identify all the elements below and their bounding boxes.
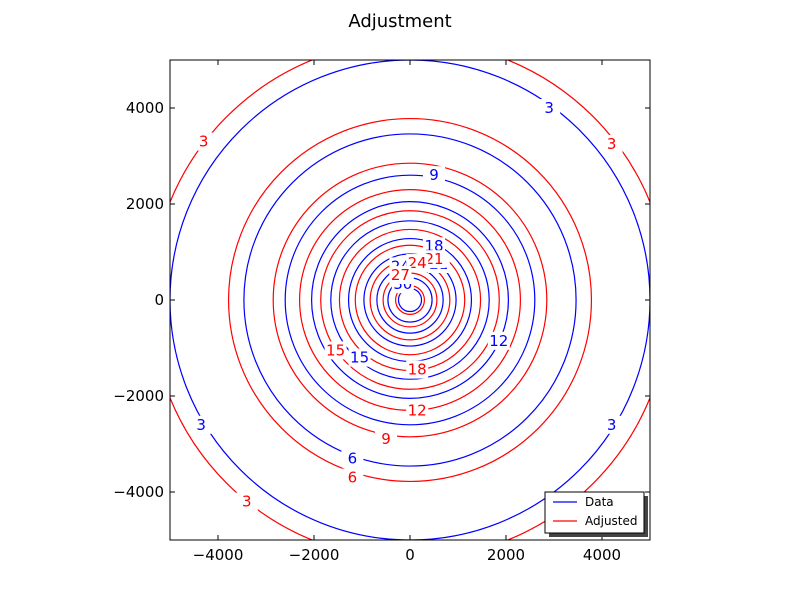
chart-title: Adjustment — [348, 11, 451, 32]
contour-data-level-3 — [170, 60, 650, 540]
contour-label-adjusted-15: 15 — [326, 341, 345, 359]
contour-label-bg — [423, 250, 445, 269]
contour-label-data-6: 6 — [348, 449, 358, 467]
contour-data-level-12 — [311, 201, 510, 400]
contour-label-adjusted-6: 6 — [348, 469, 358, 487]
contour-label-data-3: 3 — [607, 416, 617, 434]
x-tick-label: 0 — [405, 546, 415, 564]
contour-label-bg — [235, 492, 258, 511]
x-tick-label: 2000 — [487, 546, 525, 564]
contour-label-bg — [348, 348, 371, 367]
legend-label-data: Data — [585, 495, 614, 509]
contour-label-bg — [190, 415, 213, 434]
contour-adjusted-level-21 — [354, 244, 466, 356]
contour-label-bg — [487, 331, 510, 350]
x-tick-label: −4000 — [193, 546, 244, 564]
y-tick-label: 4000 — [126, 99, 164, 117]
contour-data-level-21 — [363, 253, 457, 347]
y-tick-label: 2000 — [126, 195, 164, 213]
legend-box — [544, 491, 645, 534]
contour-label-adjusted-24: 24 — [408, 254, 427, 272]
x-tick-label: 4000 — [583, 546, 621, 564]
contour-label-data-3: 3 — [196, 416, 206, 434]
y-tick-label: 0 — [154, 291, 164, 309]
contour-label-adjusted-3: 3 — [242, 493, 252, 511]
contour-data-level-9 — [284, 174, 536, 426]
contour-label-data-3: 3 — [544, 99, 554, 117]
contour-label-bg — [375, 430, 397, 449]
contour-label-bg — [406, 254, 429, 273]
contour-adjusted-level-9 — [272, 162, 548, 438]
contour-label-adjusted-18: 18 — [408, 361, 427, 379]
y-tick-label: −4000 — [113, 483, 164, 501]
contour-adjusted-level-15 — [320, 210, 500, 390]
legend: Data Adjusted — [544, 491, 648, 537]
contour-label-bg — [389, 266, 412, 285]
contour-label-bg — [341, 468, 364, 487]
contour-label-adjusted-3: 3 — [607, 135, 617, 153]
contour-labels: 3336912151821243033369121518212427 — [190, 99, 623, 511]
x-tick-label: −2000 — [289, 546, 340, 564]
contour-label-adjusted-27: 27 — [391, 266, 410, 284]
contour-label-adjusted-12: 12 — [408, 401, 427, 419]
contour-data-level-15 — [330, 220, 490, 380]
contour-label-bg — [192, 132, 215, 151]
contour-lines — [170, 60, 650, 540]
contour-label-bg — [341, 449, 364, 468]
contour-label-bg — [600, 135, 623, 153]
contour-label-bg — [406, 360, 429, 379]
contour-label-bg — [600, 415, 623, 434]
contour-label-bg — [406, 401, 429, 420]
contour-label-bg — [324, 341, 347, 360]
contour-label-adjusted-3: 3 — [199, 133, 209, 151]
y-tick-label: −2000 — [113, 387, 164, 405]
contour-label-data-9: 9 — [429, 166, 439, 184]
contour-label-data-12: 12 — [489, 332, 508, 350]
contour-label-bg — [423, 166, 445, 185]
legend-label-adjusted: Adjusted — [585, 514, 638, 528]
contour-label-adjusted-21: 21 — [424, 250, 443, 268]
contour-label-bg — [538, 99, 561, 117]
plot-frame — [169, 59, 651, 541]
contour-data-level-6 — [243, 133, 577, 467]
axis-ticks: −4000 −2000 0 2000 4000 −4000 −2000 0 2000 4000 — [113, 60, 650, 564]
contour-label-adjusted-9: 9 — [381, 430, 391, 448]
contour-adjusted-level-6 — [227, 117, 593, 483]
contour-label-data-15: 15 — [350, 349, 369, 367]
